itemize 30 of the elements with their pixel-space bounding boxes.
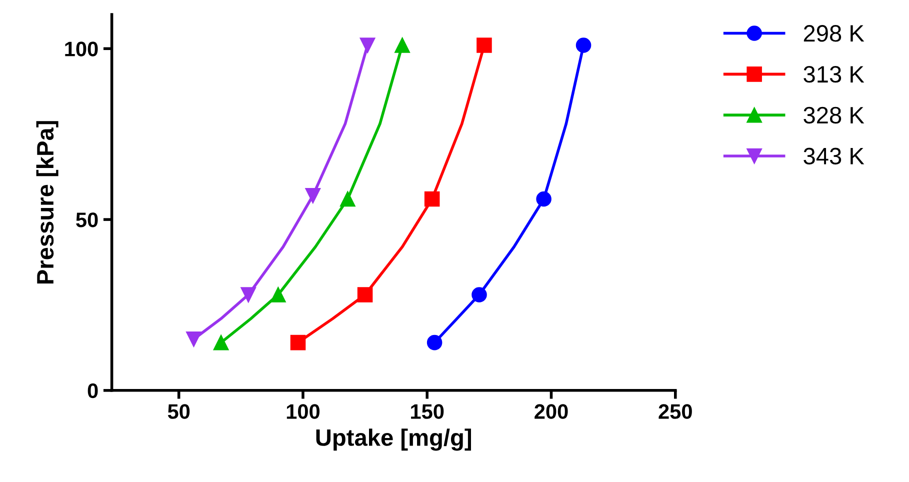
point	[240, 287, 256, 302]
point	[426, 334, 442, 350]
y-tick-label: 50	[76, 212, 98, 228]
point	[576, 38, 592, 53]
legend-label: 313 K	[804, 66, 864, 83]
x-tick-label: 100	[286, 404, 320, 419]
x-axis-title: Uptake [mg/g]	[316, 428, 471, 451]
point	[472, 287, 487, 302]
point	[357, 287, 373, 302]
legend-label: 298 K	[804, 25, 864, 42]
point	[290, 334, 306, 350]
legend-label: 328 K	[804, 106, 864, 124]
point	[360, 38, 376, 53]
x-tick-label: 250	[658, 404, 692, 419]
y-tick-label: 100	[65, 42, 98, 56]
y-axis-title: Pressure [kPa]	[36, 121, 58, 284]
point	[476, 38, 492, 53]
point	[186, 332, 202, 347]
point	[270, 287, 286, 302]
legend-label: 343 K	[804, 148, 864, 164]
point	[305, 188, 321, 204]
point	[213, 334, 229, 350]
x-tick-label: 200	[534, 404, 568, 419]
point	[536, 191, 552, 207]
y-tick-label: 0	[88, 383, 98, 398]
point	[340, 191, 356, 207]
x-tick-label: 50	[168, 404, 190, 419]
point	[394, 38, 410, 53]
point	[424, 191, 440, 207]
x-tick-label: 150	[411, 404, 444, 419]
